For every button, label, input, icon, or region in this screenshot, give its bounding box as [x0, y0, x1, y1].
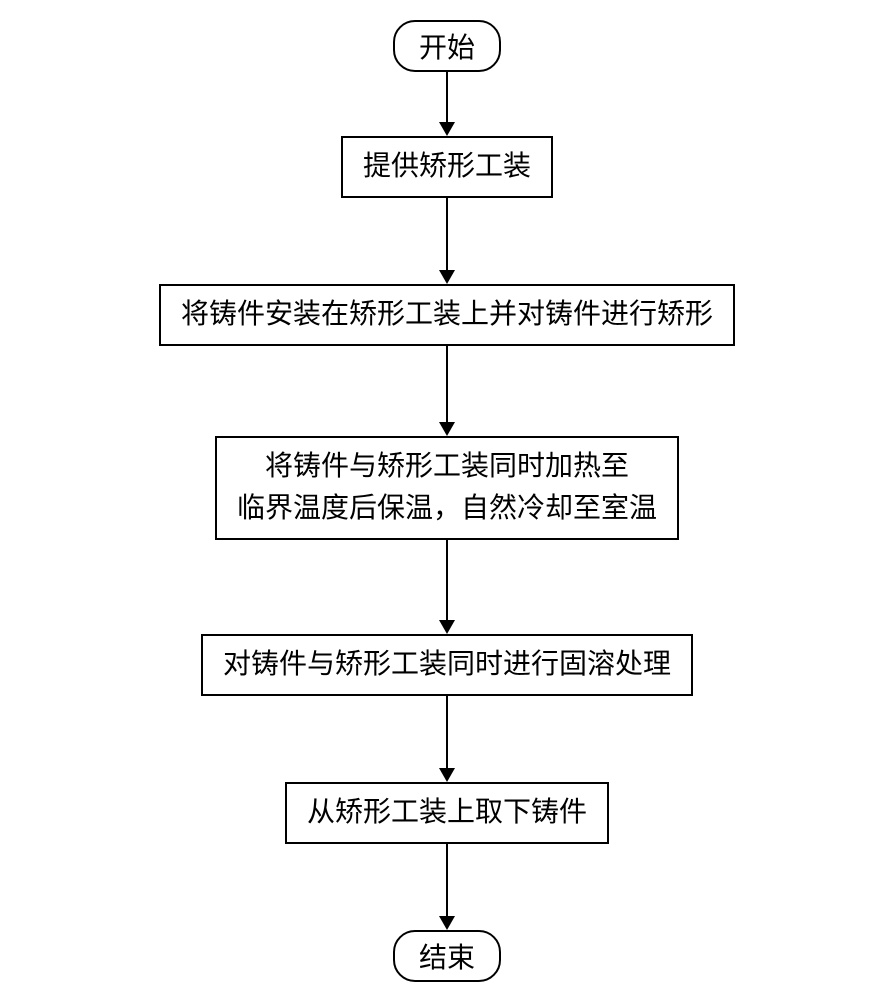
process-step5: 从矫形工装上取下铸件: [285, 782, 609, 844]
process-step1: 提供矫形工装: [341, 136, 553, 198]
arrow-line: [446, 72, 448, 122]
arrow-2: [439, 198, 455, 284]
arrow-head-icon: [439, 122, 455, 136]
step3-line2: 临界温度后保温，自然冷却至室温: [237, 493, 657, 524]
step5-label: 从矫形工装上取下铸件: [307, 797, 587, 828]
arrow-line: [446, 540, 448, 620]
arrow-head-icon: [439, 916, 455, 930]
arrow-5: [439, 696, 455, 782]
arrow-line: [446, 844, 448, 916]
flowchart-container: 开始 提供矫形工装 将铸件安装在矫形工装上并对铸件进行矫形 将铸件与矫形工装同时…: [0, 0, 894, 982]
start-label: 开始: [419, 33, 475, 64]
process-step3: 将铸件与矫形工装同时加热至 临界温度后保温，自然冷却至室温: [215, 436, 679, 540]
terminal-start: 开始: [393, 20, 501, 72]
step2-label: 将铸件安装在矫形工装上并对铸件进行矫形: [181, 299, 713, 330]
step1-label: 提供矫形工装: [363, 151, 531, 182]
arrow-head-icon: [439, 768, 455, 782]
arrow-line: [446, 696, 448, 768]
arrow-4: [439, 540, 455, 634]
arrow-head-icon: [439, 270, 455, 284]
process-step2: 将铸件安装在矫形工装上并对铸件进行矫形: [159, 284, 735, 346]
process-step4: 对铸件与矫形工装同时进行固溶处理: [201, 634, 693, 696]
step4-label: 对铸件与矫形工装同时进行固溶处理: [223, 649, 671, 680]
terminal-end: 结束: [393, 930, 501, 982]
arrow-3: [439, 346, 455, 436]
arrow-line: [446, 198, 448, 270]
step3-line1: 将铸件与矫形工装同时加热至: [265, 451, 629, 482]
arrow-1: [439, 72, 455, 136]
end-label: 结束: [419, 943, 475, 974]
arrow-head-icon: [439, 422, 455, 436]
arrow-head-icon: [439, 620, 455, 634]
arrow-6: [439, 844, 455, 930]
arrow-line: [446, 346, 448, 422]
